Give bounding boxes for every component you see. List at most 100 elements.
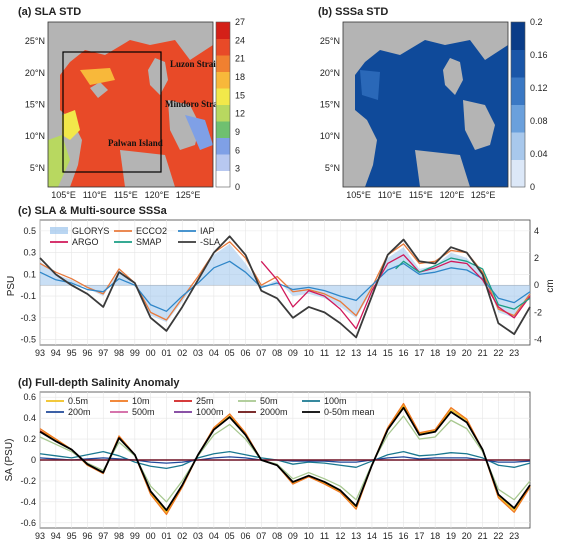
y-tick: -0.3 [20,313,36,323]
legend-label: SMAP [136,237,162,247]
year-tick: 22 [493,348,503,358]
panel-d-series [39,402,531,516]
year-tick: 99 [130,531,140,541]
series-line-ecco2 [39,241,531,321]
year-tick: 21 [478,531,488,541]
patch-b-light [360,70,380,100]
y-tick: 0.3 [23,248,36,258]
lat-tick: 10°N [25,131,45,141]
year-tick: 19 [446,348,456,358]
colorbar-tick: 0.16 [530,50,548,60]
colorbar-tick: 9 [235,127,240,137]
panel-b-y-ticks: 5°N 10°N 15°N 20°N 25°N [320,36,340,173]
colorbar-segment [216,38,230,56]
panel-a-colorbar: 0 3 6 9 12 15 18 21 24 27 [215,17,245,192]
year-tick: 18 [430,531,440,541]
panel-d: (d) Full-depth Salinity Anomaly SA (PSU)… [4,377,531,541]
lon-tick: 125°E [471,190,496,200]
y-tick: 0 [31,455,36,465]
colorbar-segment [216,104,230,122]
colorbar-tick: 15 [235,90,245,100]
legend-label: 500m [132,407,155,417]
panel-a-title: (a) SLA STD [18,6,81,18]
lon-tick: 120°E [440,190,465,200]
lon-tick: 115°E [114,190,138,200]
colorbar-frame [215,21,231,188]
y2-tick: 4 [534,226,539,236]
year-tick: 14 [367,531,377,541]
panel-d-legend: 0.5m 10m 25m 50m 100m 200m 500m 1000m 2000m 0-50m… [46,396,375,417]
year-tick: 97 [98,348,108,358]
year-tick: 23 [509,348,519,358]
annotation-luzon: Luzon Strait [170,59,219,69]
year-tick: 12 [335,348,345,358]
year-tick: 03 [193,348,203,358]
panel-b: (b) SSSa STD 5°N 10°N 15°N 20°N 25°N 105°E 11… [318,6,548,200]
panel-b-title: (b) SSSa STD [318,6,388,18]
lon-tick: 125°E [176,190,201,200]
colorbar-frame [510,21,526,188]
colorbar-segment [511,132,525,160]
lat-tick: 20°N [25,68,45,78]
colorbar-tick: 3 [235,164,240,174]
panel-b-colorbar: 0 0.04 0.08 0.12 0.16 0.2 [510,17,548,192]
lon-tick: 105°E [51,190,76,200]
lat-tick: 5°N [325,163,340,173]
colorbar-tick: 6 [235,145,240,155]
series-line-sla [39,235,531,339]
year-tick: 13 [351,348,361,358]
series-line-iap [39,260,531,312]
y-tick: -0.6 [20,518,36,528]
year-tick: 95 [67,348,77,358]
year-tick: 23 [509,531,519,541]
year-tick: 05 [225,531,235,541]
legend-label: ECCO2 [136,226,167,236]
year-tick: 05 [225,348,235,358]
colorbar-tick: 0 [530,182,535,192]
legend-label: -SLA [200,237,220,247]
year-tick: 00 [146,531,156,541]
colorbar-tick: 21 [235,54,245,64]
year-tick: 16 [399,348,409,358]
annotation-mindoro: Mindoro Strait [165,99,223,109]
legend-label: 2000m [260,407,288,417]
lat-tick: 25°N [25,36,45,46]
year-tick: 98 [114,348,124,358]
lat-tick: 15°N [25,100,45,110]
year-tick: 20 [462,348,472,358]
land-philippines [168,100,200,150]
colorbar-segment [216,170,230,188]
legend-label: IAP [200,226,215,236]
colorbar-segment [511,22,525,50]
series-line-50m [39,415,531,503]
year-tick: 96 [82,531,92,541]
y-tick: 0.2 [23,434,36,444]
y-tick: -0.2 [20,476,36,486]
year-tick: 95 [67,531,77,541]
colorbar-segment [216,154,230,171]
year-tick: 12 [335,531,345,541]
colorbar-segment [216,71,230,89]
series-line-smap [395,257,531,310]
land-luzon-b [443,58,463,95]
y-tick: -0.4 [20,497,36,507]
colorbar-tick: 27 [235,17,245,27]
year-tick: 02 [177,348,187,358]
y-tick: 0.1 [23,269,36,279]
year-tick: 06 [240,348,250,358]
land-philippines-b [463,100,495,150]
year-tick: 02 [177,531,187,541]
year-tick: 15 [383,531,393,541]
year-tick: 16 [399,531,409,541]
y2-tick: 2 [534,253,539,263]
year-tick: 08 [272,531,282,541]
year-tick: 20 [462,531,472,541]
year-tick: 01 [161,531,171,541]
colorbar-tick: 0.08 [530,116,548,126]
panel-d-title: (d) Full-depth Salinity Anomaly [18,377,180,389]
year-tick: 06 [240,531,250,541]
legend-label: 50m [260,396,278,406]
land-luzon [148,58,168,95]
year-tick: 11 [320,531,329,541]
panel-c-series [39,235,531,339]
